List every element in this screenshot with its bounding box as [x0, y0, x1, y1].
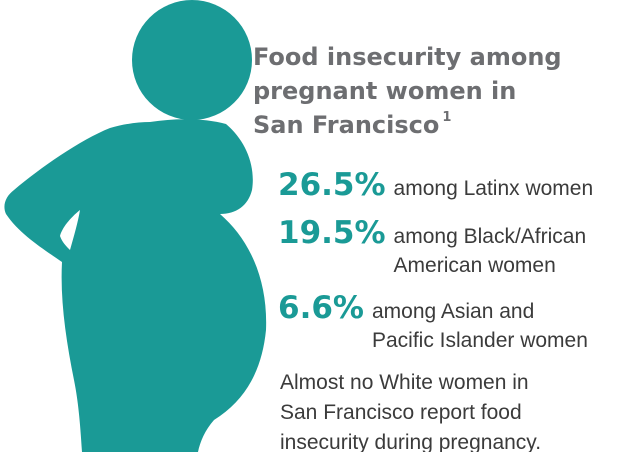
- infographic: Food insecurity among pregnant women in …: [0, 0, 635, 452]
- pregnant-woman-silhouette: [4, 0, 266, 452]
- note-line: Almost no White women in: [280, 371, 529, 394]
- stat-value: 19.5%: [278, 215, 386, 251]
- stat-label: among Asian and: [372, 300, 534, 323]
- stat-label: Pacific Islander women: [372, 329, 588, 352]
- stat-label: among Latinx women: [394, 177, 594, 200]
- title-line: Food insecurity among: [253, 43, 562, 71]
- stat-label: American women: [394, 254, 556, 277]
- note-line: insecurity during pregnancy.: [280, 431, 541, 452]
- footnote-ref: 1: [442, 110, 451, 125]
- title-line: San Francisco: [253, 111, 439, 139]
- stat-value: 6.6%: [278, 290, 364, 326]
- note-line: San Francisco report food: [280, 401, 522, 424]
- stat-label: among Black/African: [394, 225, 587, 248]
- title-line: pregnant women in: [253, 77, 516, 105]
- stat-value: 26.5%: [278, 167, 386, 203]
